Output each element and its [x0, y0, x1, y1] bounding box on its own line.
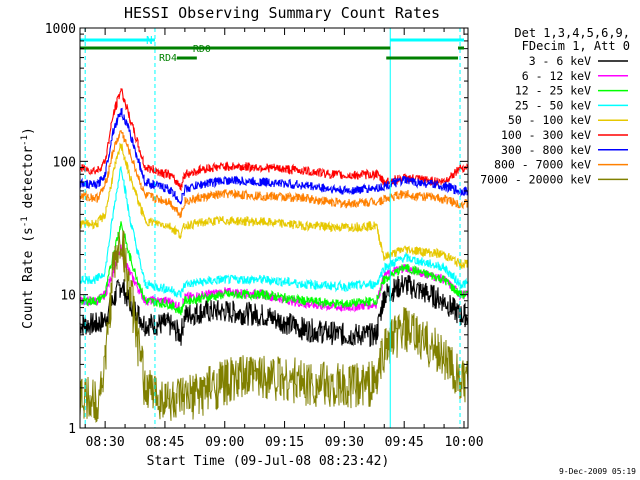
- chart-title: HESSI Observing Summary Count Rates: [124, 4, 440, 22]
- legend-entry-label: 800 - 7000 keV: [494, 158, 591, 172]
- y-tick-label: 100: [53, 155, 76, 170]
- series-line: [79, 88, 469, 192]
- x-tick-label: 09:15: [265, 435, 304, 450]
- x-axis: 08:30 08:45 09:00 09:15 09:30 09:45 10:00: [84, 28, 484, 450]
- x-tick-label: 09:00: [205, 435, 244, 450]
- plot-frame: [79, 27, 469, 429]
- y-tick-label: 1000: [45, 22, 76, 37]
- series-line: [79, 142, 469, 269]
- series-line: [79, 274, 469, 347]
- y-axis: 1 10 100 1000: [45, 22, 468, 437]
- x-tick-label: 08:30: [86, 435, 125, 450]
- series-line: [79, 129, 469, 219]
- legend-entry-label: 6 - 12 keV: [522, 69, 591, 83]
- plot-series: [79, 88, 469, 423]
- legend-header-line1: Det 1,3,4,5,6,9,: [514, 26, 630, 40]
- series-line: [79, 221, 469, 316]
- legend: Det 1,3,4,5,6,9, FDecim 1, Att 0 3 - 6 k…: [480, 26, 630, 186]
- x-tick-label: 08:45: [145, 435, 184, 450]
- legend-entry-label: 300 - 800 keV: [501, 143, 591, 157]
- series-line: [79, 107, 469, 205]
- x-axis-label: Start Time (09-Jul-08 08:23:42): [147, 454, 390, 469]
- series-line: [79, 230, 469, 423]
- footer-date: 9-Dec-2009 05:19: [559, 467, 636, 476]
- legend-header-line2: FDecim 1, Att 0: [522, 39, 630, 53]
- y-tick-label: 10: [60, 289, 76, 304]
- legend-entry-label: 25 - 50 keV: [515, 98, 591, 112]
- x-tick-label: 09:45: [385, 435, 424, 450]
- legend-entry-label: 7000 - 20000 keV: [480, 172, 591, 186]
- legend-entry-label: 3 - 6 keV: [529, 54, 591, 68]
- series-line: [79, 166, 469, 298]
- night-label: N: [146, 34, 153, 47]
- rd4-label: RD4: [159, 53, 177, 64]
- legend-entry-label: 12 - 25 keV: [515, 84, 591, 98]
- legend-entry-label: 100 - 300 keV: [501, 128, 591, 142]
- legend-entry-label: 50 - 100 keV: [508, 113, 591, 127]
- x-tick-label: 09:30: [325, 435, 364, 450]
- plot-markers: N RD0 RD4: [80, 28, 464, 428]
- y-axis-label: Count Rate (s-1 detector-1): [20, 127, 36, 329]
- y-tick-label: 1: [68, 422, 76, 437]
- x-tick-label: 10:00: [444, 435, 483, 450]
- rd0-label: RD0: [193, 44, 211, 55]
